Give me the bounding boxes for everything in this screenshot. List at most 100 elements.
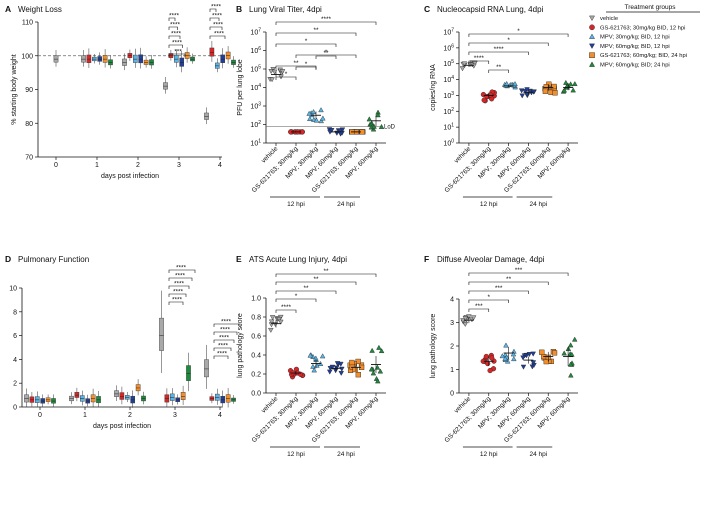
lod-label: LoD <box>384 124 396 130</box>
data-point <box>339 366 345 372</box>
significance-label: **** <box>212 13 223 20</box>
data-point <box>370 370 377 376</box>
legend-item-label: MPV; 60mg/kg; BID; 24 hpi <box>600 63 670 69</box>
data-point <box>338 370 344 376</box>
legend-marker <box>589 43 595 49</box>
data-point <box>319 353 326 359</box>
significance-bracket <box>213 323 241 327</box>
significance-bracket <box>468 272 569 276</box>
y-tick-label: 101 <box>250 139 261 148</box>
significance-label: * <box>305 38 308 45</box>
x-tick-label: 1 <box>83 412 87 419</box>
group-label: 12 hpi <box>480 451 498 458</box>
significance-label: ** <box>323 268 329 275</box>
box <box>225 394 231 403</box>
y-tick-label: 0 <box>13 405 17 412</box>
box <box>159 317 164 351</box>
box <box>169 393 175 401</box>
panel-letter: A <box>5 4 11 14</box>
significance-label: **** <box>171 31 182 38</box>
significance-bracket <box>468 281 549 285</box>
legend-item-label: GS-621763; 60mg/kg; BID, 24 hpi <box>600 53 687 59</box>
y-tick-label: 104 <box>443 75 454 84</box>
significance-bracket <box>275 298 317 302</box>
significance-bracket <box>213 347 232 351</box>
significance-label: * <box>285 71 288 78</box>
significance-label: ** <box>313 276 319 283</box>
box <box>173 55 179 63</box>
y-axis-label: % starting body weight <box>11 54 18 124</box>
data-point <box>328 128 335 134</box>
significance-bracket <box>315 55 337 59</box>
data-point <box>276 317 282 322</box>
data-point <box>355 372 361 378</box>
significance-label: **** <box>211 4 222 11</box>
data-point <box>310 363 316 369</box>
significance-bracket <box>209 8 217 12</box>
y-tick-label: 1.0 <box>251 296 261 303</box>
data-point <box>338 361 344 367</box>
significance-bracket <box>168 301 184 305</box>
data-point <box>526 352 533 358</box>
data-point <box>376 344 382 350</box>
significance-bracket <box>295 66 317 70</box>
significance-bracket <box>275 21 377 25</box>
data-point <box>352 366 358 373</box>
significance-bracket <box>168 53 186 57</box>
legend-item-label: MPV; 30mg/kg; BID, 12 hpi <box>600 35 670 41</box>
panel-letter: D <box>5 254 11 264</box>
data-point <box>327 369 333 375</box>
significance-label: **** <box>213 22 224 29</box>
data-point <box>307 116 313 121</box>
legend-title: Treatment groups <box>624 4 676 11</box>
box <box>204 112 209 120</box>
box <box>180 392 186 400</box>
significance-label: * <box>517 28 520 35</box>
significance-bracket <box>209 35 226 39</box>
data-point <box>460 318 466 324</box>
panel-letter: E <box>236 254 242 264</box>
data-point <box>279 69 286 75</box>
data-point <box>487 367 493 374</box>
significance-label: ** <box>323 50 329 57</box>
significance-bracket <box>168 35 181 39</box>
significance-label: **** <box>174 281 185 288</box>
data-point <box>459 66 466 72</box>
data-point <box>519 93 525 99</box>
significance-label: * <box>295 293 298 300</box>
significance-bracket <box>168 44 183 48</box>
data-point <box>520 355 526 361</box>
data-point <box>485 360 491 367</box>
significance-label: ** <box>313 27 319 34</box>
data-point <box>483 353 489 360</box>
x-tick-label: 2 <box>136 162 140 169</box>
significance-label: ** <box>293 60 299 67</box>
legend-marker <box>589 61 595 67</box>
legend-item-label: GS-621763; 30mg/kg BID, 12 hpi <box>600 25 685 31</box>
x-tick-label: 3 <box>177 162 181 169</box>
y-tick-label: 104 <box>250 83 261 92</box>
data-point <box>269 77 275 83</box>
y-tick-label: 80 <box>25 121 33 128</box>
x-tick-label: 4 <box>218 412 222 419</box>
y-axis-label: lung pathology score <box>237 313 244 378</box>
significance-label: **** <box>218 343 229 350</box>
data-point <box>487 92 494 98</box>
box <box>132 54 138 63</box>
significance-label: *** <box>475 303 483 310</box>
legend-marker <box>589 33 595 39</box>
box <box>90 394 96 403</box>
x-tick-label: 3 <box>173 412 177 419</box>
data-point <box>462 322 469 327</box>
box <box>164 394 170 403</box>
significance-label: **** <box>175 273 186 280</box>
y-tick-label: 102 <box>443 107 454 116</box>
data-point <box>297 371 304 377</box>
panel-title: ATS Acute Lung Injury, 4dpi <box>249 255 347 264</box>
x-axis-label: days post infection <box>93 423 151 430</box>
data-point <box>349 359 355 366</box>
y-tick-label: 8 <box>13 309 17 316</box>
significance-bracket <box>468 60 490 64</box>
y-tick-label: 110 <box>22 20 33 27</box>
box <box>163 82 168 90</box>
